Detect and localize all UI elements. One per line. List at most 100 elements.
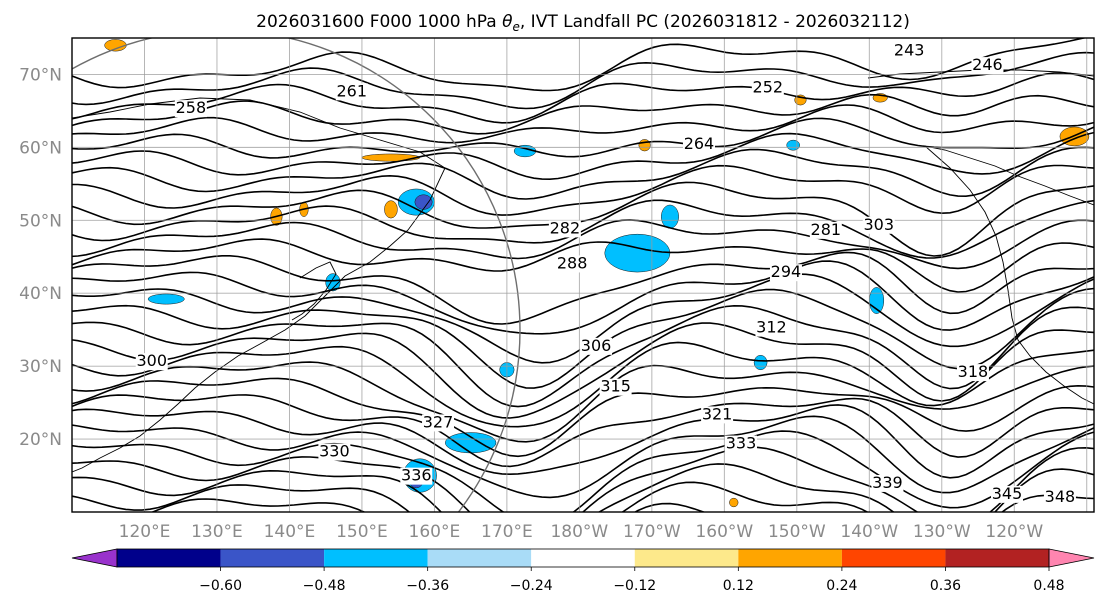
contour-label: 348 — [1045, 487, 1076, 506]
contour-label: 339 — [872, 473, 903, 492]
contour-label-mask — [548, 220, 581, 238]
longitude-label: 160°E — [409, 522, 461, 542]
contour-line — [72, 181, 1094, 257]
longitude-label: 120°W — [985, 522, 1043, 542]
contour-label: 246 — [972, 55, 1003, 74]
longitude-label: 140°W — [840, 522, 898, 542]
anomaly-patch — [786, 139, 800, 151]
contour-line — [72, 404, 1094, 479]
contour-line — [72, 463, 1094, 512]
contour-line — [72, 131, 1094, 181]
contour-label: 303 — [863, 215, 894, 234]
longitude-label: 120°E — [119, 522, 171, 542]
contour-label-mask — [971, 57, 1004, 75]
colorbar-frame — [116, 548, 1050, 568]
contour-label: 312 — [756, 318, 787, 337]
anomaly-patch — [445, 432, 497, 454]
latitude-label: 40°N — [19, 284, 62, 304]
contour-label-mask — [318, 443, 351, 461]
anomaly-patch — [753, 354, 768, 371]
colorbar-tick-label: −0.36 — [406, 578, 449, 594]
theta-e-contours — [72, 38, 1094, 512]
contour-line — [72, 199, 1094, 259]
contour-label-mask — [400, 467, 433, 485]
contour-line — [72, 446, 1094, 512]
contour-label-mask — [701, 406, 734, 424]
contour-line — [72, 430, 1094, 512]
colorbar-segment — [220, 549, 325, 567]
colorbar-tick-label: 0.36 — [930, 578, 961, 594]
contour-label: 306 — [581, 336, 612, 355]
contour-label: 300 — [136, 351, 167, 370]
contour-line — [150, 498, 706, 512]
contour-label-mask — [135, 353, 168, 371]
map-frame — [71, 37, 1095, 513]
contour-line — [72, 164, 1094, 216]
latitude-label: 20°N — [19, 430, 62, 450]
colorbar: −0.60 −0.48 −0.36 −0.24 −0.12 0.12 0.24 0.36 0.4… — [71, 548, 1095, 594]
contour-line — [72, 322, 1094, 419]
contour-line — [72, 238, 1094, 293]
latitude-label: 70°N — [19, 65, 62, 85]
contour-label-mask — [893, 42, 926, 60]
contour-label-mask — [769, 264, 802, 282]
contour-label: 264 — [684, 134, 715, 153]
contour-label: 333 — [726, 434, 757, 453]
japan-coastline — [291, 261, 337, 321]
map-panel: 243 246 252 258 261 264 282 288 294 281 303 306 312 3… — [71, 37, 1095, 513]
longitude-label: 130°E — [191, 522, 243, 542]
latitude-label: 50°N — [19, 211, 62, 231]
contour-label-mask — [174, 100, 207, 118]
map-background — [72, 38, 1094, 512]
colorbar-tick-label: 0.24 — [826, 578, 857, 594]
longitude-label: 130°W — [913, 522, 971, 542]
colorbar-tick-label: 0.12 — [723, 578, 754, 594]
latitude-label: 60°N — [19, 138, 62, 158]
longitude-label: 170°W — [623, 522, 681, 542]
contour-line — [72, 104, 1094, 144]
colorbar-tick-label: −0.12 — [613, 578, 656, 594]
contour-label: 315 — [600, 377, 631, 396]
longitude-label: 160°W — [695, 522, 753, 542]
contour-label-mask — [422, 414, 455, 432]
contour-label: 318 — [958, 362, 989, 381]
contour-line — [72, 287, 1094, 389]
colorbar-segment — [945, 549, 1049, 567]
contour-label: 294 — [771, 262, 802, 281]
contour-line — [72, 38, 1088, 92]
colorbar-tick-label: 0.48 — [1033, 578, 1064, 594]
colorbar-segment — [738, 549, 842, 567]
colorbar-segment — [117, 549, 221, 567]
longitude-label: 150°E — [336, 522, 388, 542]
contour-label: 282 — [550, 218, 581, 237]
contour-line — [72, 394, 1094, 468]
colorbar-segment — [634, 549, 739, 567]
contour-line — [72, 481, 1094, 512]
anomaly-patch — [661, 204, 679, 229]
longitude-label: 170°E — [481, 522, 533, 542]
contour-label: 336 — [401, 466, 432, 485]
contour-line — [72, 93, 1094, 135]
longitude-labels: 120°E 130°E 140°E 150°E 160°E 170°E 180°W 170°W… — [119, 522, 1044, 542]
anomaly-patch — [361, 153, 421, 162]
contour-label-mask — [682, 135, 715, 153]
contour-label-mask — [1043, 488, 1076, 506]
anomaly-patch — [414, 194, 433, 210]
contour-label-mask — [755, 319, 788, 337]
contour-line — [72, 51, 1094, 110]
colorbar-tick-label: −0.48 — [303, 578, 346, 594]
anomaly-patch — [384, 200, 398, 219]
contour-label-mask — [991, 485, 1024, 503]
contour-label: 321 — [702, 404, 733, 423]
anomaly-patch — [729, 497, 739, 508]
colorbar-segment — [324, 549, 428, 567]
coastline-layer — [72, 69, 1094, 473]
contour-label: 288 — [557, 253, 588, 272]
contour-label: 327 — [423, 412, 454, 431]
contour-label-mask — [599, 378, 632, 396]
colorbar-ticks: −0.60 −0.48 −0.36 −0.24 −0.12 0.12 0.24 0.36 0.4… — [199, 567, 1065, 594]
contour-line — [72, 377, 1094, 458]
contour-label-mask — [725, 435, 758, 453]
latitude-label: 30°N — [19, 357, 62, 377]
